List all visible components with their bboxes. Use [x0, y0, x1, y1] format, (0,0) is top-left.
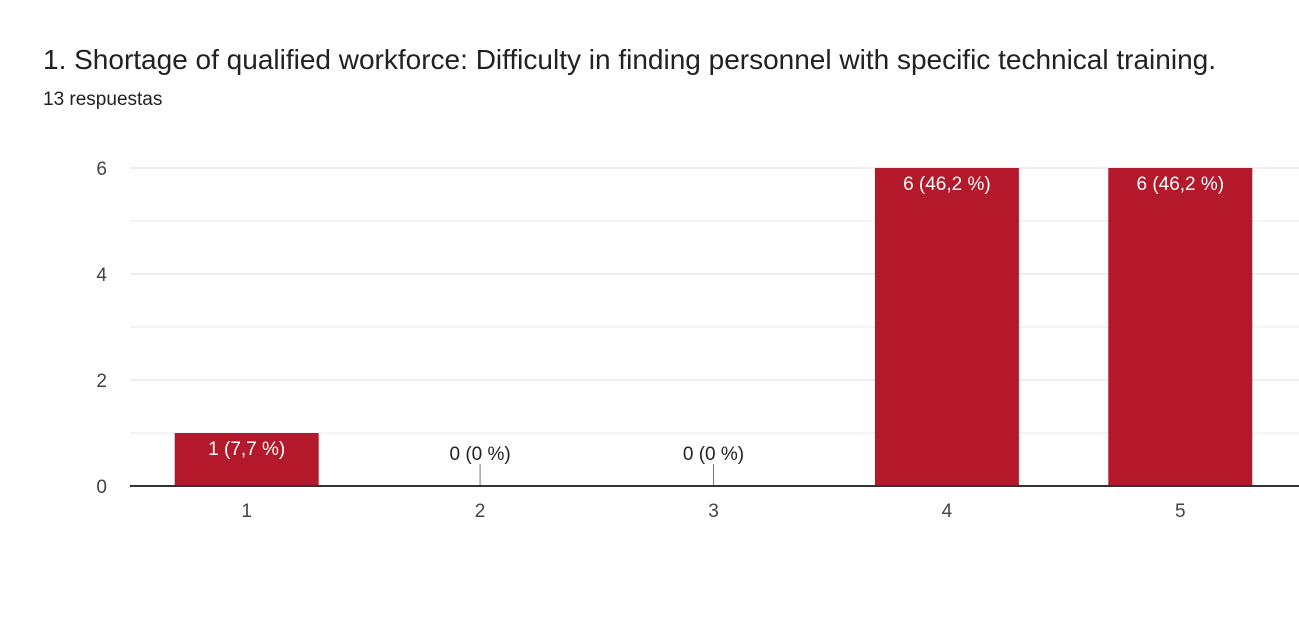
y-tick-label: 4: [96, 265, 107, 286]
y-tick-label: 6: [96, 159, 107, 180]
bar: [874, 168, 1019, 486]
chart-bars: 1 (7,7 %) 0 (0 %) 0 (0 %) 6 (46,2 %) 6 (46,2…: [174, 168, 1253, 486]
response-count: 13 respuestas: [43, 89, 163, 110]
question-title: 1. Shortage of qualified workforce: Diff…: [43, 44, 1216, 75]
bar: [1108, 168, 1253, 486]
x-tick-label: 1: [241, 501, 252, 522]
x-tick-label: 2: [475, 501, 486, 522]
bar-data-label: 6 (46,2 %): [903, 174, 991, 195]
y-axis-ticks: 0 2 4 6: [96, 159, 107, 498]
x-tick-label: 3: [708, 501, 719, 522]
bar-data-label: 0 (0 %): [683, 444, 744, 465]
y-tick-label: 0: [96, 477, 107, 498]
chart-grid: [130, 167, 1299, 434]
bar-data-label: 6 (46,2 %): [1136, 174, 1224, 195]
y-tick-label: 2: [96, 371, 107, 392]
x-tick-label: 5: [1175, 501, 1186, 522]
x-tick-label: 4: [942, 501, 953, 522]
x-axis-ticks: 1 2 3 4 5: [241, 501, 1185, 522]
bar-data-label: 0 (0 %): [449, 444, 510, 465]
bar-data-label: 1 (7,7 %): [208, 439, 285, 460]
bar: [174, 433, 319, 486]
